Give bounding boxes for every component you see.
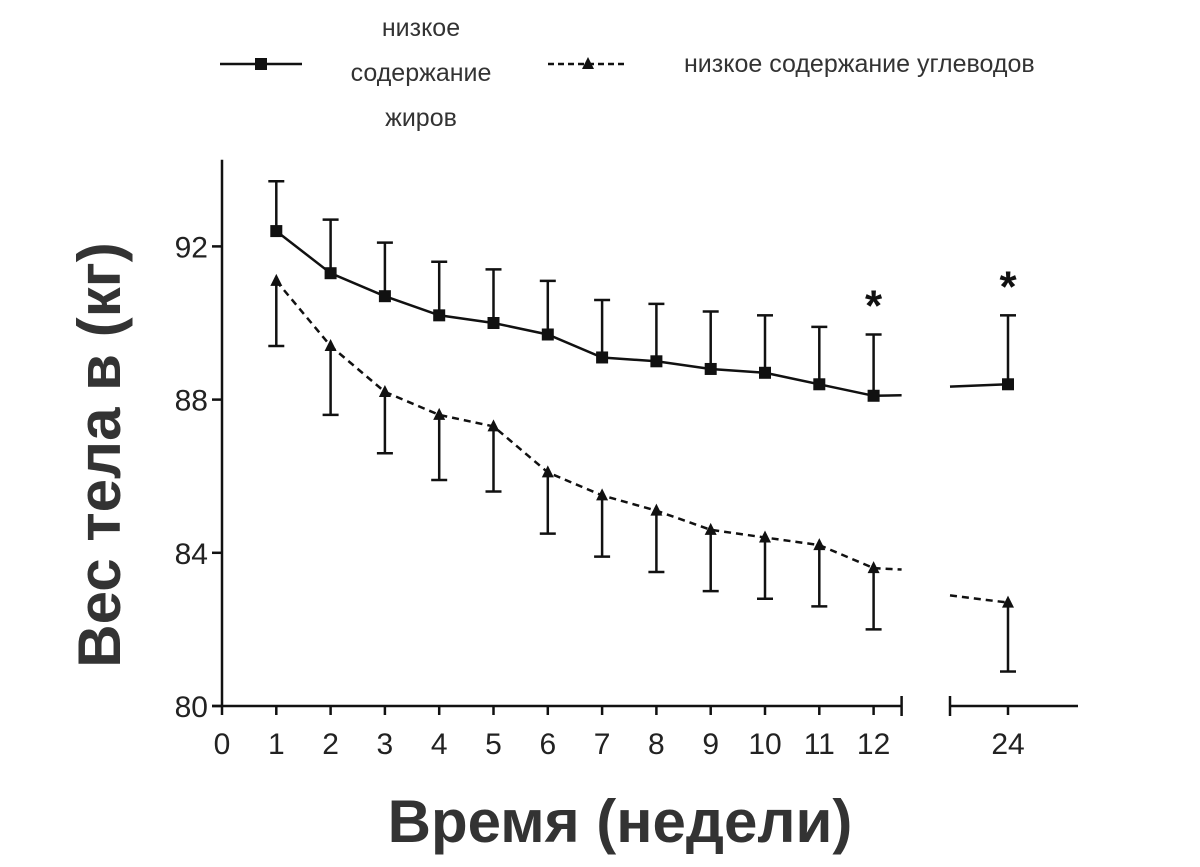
data-point [487, 317, 500, 329]
x-tick-label: 11 [804, 728, 835, 761]
x-tick-label: 6 [539, 728, 556, 761]
legend-label: низкое содержание жиров [351, 14, 492, 132]
data-point [270, 273, 283, 286]
legend-item-2: низкое содержание углеводов [548, 50, 1035, 78]
x-tick-label: 0 [214, 728, 231, 761]
data-point [650, 355, 663, 368]
x-axis-title: Время (недели) [388, 788, 853, 855]
x-tick-label: 9 [702, 728, 719, 761]
data-point [1002, 378, 1014, 391]
x-tick-label: 7 [594, 728, 611, 761]
y-axis-title: Вес тела в (кг) [66, 242, 133, 667]
x-tick-label: 24 [991, 728, 1024, 761]
legend-label: низкое содержание углеводов [684, 50, 1035, 78]
legend-marker [255, 58, 267, 70]
series-2 [268, 273, 1016, 673]
data-point [1002, 595, 1014, 608]
series-line [275, 230, 874, 398]
x-tick-label: 12 [857, 728, 890, 761]
data-point [541, 328, 554, 341]
data-point [813, 378, 826, 391]
series-line-stub [873, 566, 902, 571]
data-point [813, 538, 826, 551]
x-tick-label: 1 [268, 728, 285, 761]
data-point [433, 309, 446, 322]
x-tick-label: 5 [485, 728, 502, 761]
data-point [596, 488, 609, 501]
series-line-stub [949, 594, 1009, 604]
data-point [433, 407, 446, 420]
legend-item-1: низкое содержание жиров [220, 14, 491, 132]
data-point [650, 503, 663, 516]
data-point [867, 389, 880, 402]
data-point [324, 338, 337, 351]
x-tick-label: 2 [322, 728, 339, 761]
data-point [759, 530, 771, 543]
y-tick-label: 92 [175, 231, 208, 264]
series-1 [268, 180, 1016, 402]
legend: низкое содержание жиров низкое содержание у… [220, 14, 1035, 132]
significance-marker: * [865, 281, 883, 330]
x-tick-label: 10 [748, 728, 781, 761]
significance-marker: * [999, 262, 1017, 311]
x-tick-label: 8 [648, 728, 665, 761]
data-point [759, 366, 771, 379]
data-point [704, 522, 717, 535]
data-point [378, 290, 391, 303]
x-tick-label: 4 [431, 728, 448, 761]
y-tick-label: 84 [175, 538, 208, 571]
data-point [596, 351, 609, 364]
data-point [487, 419, 500, 432]
series-line-stub [949, 383, 1009, 388]
data-point [704, 362, 717, 375]
y-tick-label: 80 [175, 691, 208, 724]
y-tick-label: 88 [175, 385, 208, 418]
data-point [270, 225, 283, 238]
data-point [378, 384, 391, 397]
legend-marker [582, 57, 594, 69]
x-tick-label: 3 [377, 728, 394, 761]
series-line [275, 280, 875, 570]
data-point [541, 465, 554, 478]
data-point [324, 267, 337, 280]
data-point [867, 561, 880, 574]
plot-area: * * [268, 180, 1017, 673]
